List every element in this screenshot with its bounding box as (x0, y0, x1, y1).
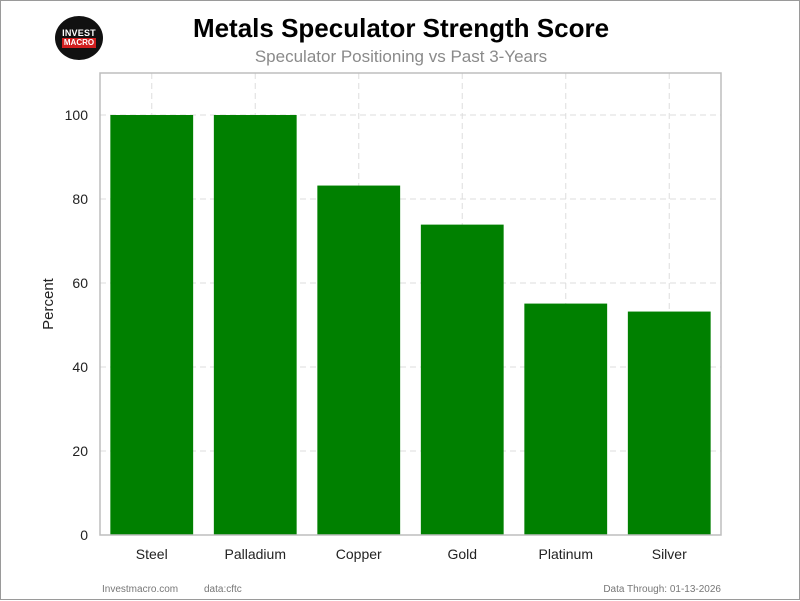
plot-border (99, 72, 722, 536)
bar-palladium (213, 115, 297, 535)
bar-silver (627, 311, 711, 535)
x-tick-label: Copper (336, 546, 382, 562)
y-tick-label: 20 (72, 443, 88, 459)
bar-platinum (524, 303, 608, 535)
bar-steel (110, 115, 194, 535)
bars (110, 115, 711, 535)
x-tick-label: Gold (447, 546, 477, 562)
y-tick-label: 100 (65, 107, 89, 123)
bar-copper (317, 185, 401, 535)
y-tick-label: 40 (72, 359, 88, 375)
x-tick-label: Silver (652, 546, 687, 562)
x-tick-label: Steel (136, 546, 168, 562)
x-tick-label: Platinum (539, 546, 593, 562)
bar-gold (420, 224, 504, 535)
logo-text-top: INVEST (62, 28, 96, 38)
y-axis-label: Percent (40, 277, 57, 330)
x-tick-label: Palladium (225, 546, 286, 562)
chart-subtitle: Speculator Positioning vs Past 3-Years (254, 47, 548, 66)
footer-source: data:cftc (204, 584, 242, 595)
y-tick-label: 60 (72, 275, 88, 291)
y-tick-label: 0 (80, 527, 88, 543)
footer-date: Data Through: 01-13-2026 (603, 584, 721, 595)
logo-text-bottom: MACRO (62, 38, 96, 48)
chart-title: Metals Speculator Strength Score (192, 13, 610, 43)
tick-labels: 0 20 40 60 80 100 Steel Palladium Copper Gold Plat… (65, 107, 687, 562)
y-tick-label: 80 (72, 191, 88, 207)
investmacro-logo: INVEST MACRO (55, 16, 103, 60)
footer-site: Investmacro.com (102, 584, 179, 595)
